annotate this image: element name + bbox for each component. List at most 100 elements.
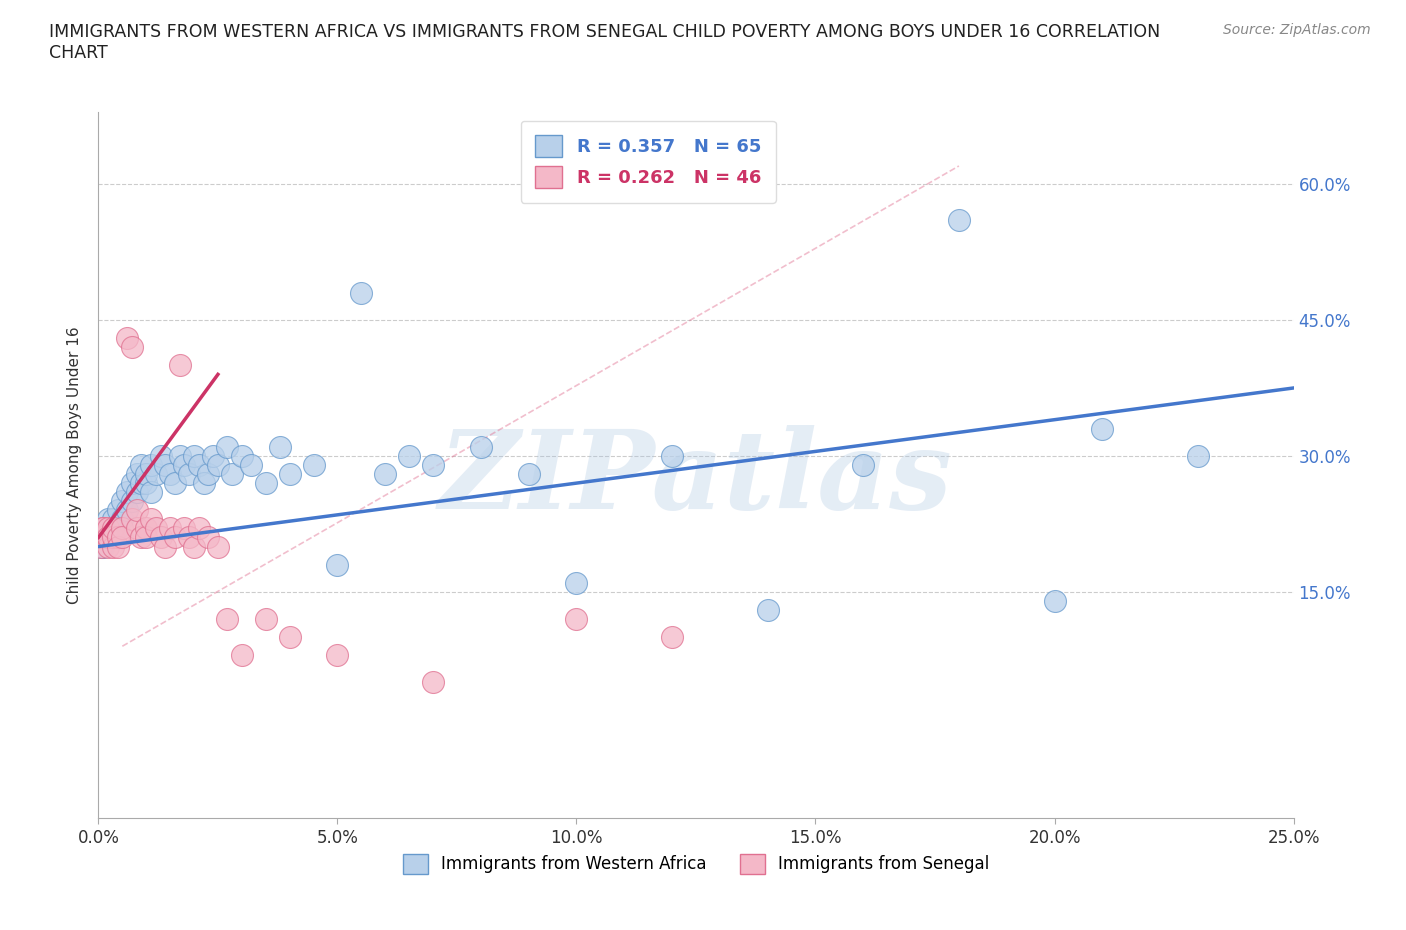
- Point: [135, 530, 157, 545]
- Point: [91, 530, 114, 545]
- Point: [217, 440, 239, 455]
- Point: [101, 530, 124, 545]
- Point: [135, 475, 157, 490]
- Point: [221, 467, 243, 482]
- Point: [517, 467, 540, 482]
- Point: [661, 448, 683, 463]
- Point: [97, 521, 120, 536]
- Point: [111, 494, 134, 509]
- Point: [135, 521, 157, 536]
- Point: [169, 358, 191, 373]
- Point: [111, 530, 134, 545]
- Point: [278, 467, 301, 482]
- Point: [97, 530, 120, 545]
- Point: [183, 539, 205, 554]
- Point: [422, 458, 444, 472]
- Point: [217, 612, 239, 627]
- Point: [90, 530, 112, 545]
- Point: [163, 475, 186, 490]
- Legend: Immigrants from Western Africa, Immigrants from Senegal: Immigrants from Western Africa, Immigran…: [396, 847, 995, 881]
- Point: [101, 539, 124, 554]
- Point: [254, 475, 277, 490]
- Text: IMMIGRANTS FROM WESTERN AFRICA VS IMMIGRANTS FROM SENEGAL CHILD POVERTY AMONG BO: IMMIGRANTS FROM WESTERN AFRICA VS IMMIGR…: [49, 23, 1160, 62]
- Point: [149, 530, 172, 545]
- Y-axis label: Child Poverty Among Boys Under 16: Child Poverty Among Boys Under 16: [67, 326, 83, 604]
- Text: Source: ZipAtlas.com: Source: ZipAtlas.com: [1223, 23, 1371, 37]
- Point: [91, 521, 114, 536]
- Point: [179, 530, 201, 545]
- Point: [756, 603, 779, 618]
- Point: [145, 521, 167, 536]
- Point: [240, 458, 263, 472]
- Point: [115, 503, 138, 518]
- Point: [169, 448, 191, 463]
- Point: [131, 530, 153, 545]
- Point: [179, 467, 201, 482]
- Text: ZIPatlas: ZIPatlas: [439, 425, 953, 533]
- Point: [565, 576, 588, 591]
- Point: [101, 530, 124, 545]
- Point: [121, 475, 143, 490]
- Point: [254, 612, 277, 627]
- Point: [149, 448, 172, 463]
- Point: [422, 675, 444, 690]
- Point: [155, 458, 177, 472]
- Point: [111, 521, 134, 536]
- Point: [97, 530, 120, 545]
- Point: [183, 448, 205, 463]
- Point: [90, 530, 112, 545]
- Point: [97, 512, 120, 526]
- Point: [121, 494, 143, 509]
- Point: [107, 539, 129, 554]
- Point: [326, 648, 349, 663]
- Point: [145, 467, 167, 482]
- Point: [97, 521, 120, 536]
- Point: [131, 475, 153, 490]
- Point: [269, 440, 291, 455]
- Point: [115, 485, 138, 499]
- Point: [193, 475, 215, 490]
- Point: [125, 467, 148, 482]
- Point: [948, 213, 970, 228]
- Point: [89, 530, 111, 545]
- Point: [139, 485, 162, 499]
- Point: [326, 557, 349, 572]
- Point: [1187, 448, 1209, 463]
- Point: [91, 539, 114, 554]
- Point: [207, 458, 229, 472]
- Point: [398, 448, 420, 463]
- Point: [125, 503, 148, 518]
- Point: [202, 448, 225, 463]
- Point: [187, 458, 209, 472]
- Point: [173, 458, 195, 472]
- Point: [852, 458, 875, 472]
- Point: [125, 485, 148, 499]
- Point: [121, 512, 143, 526]
- Point: [101, 512, 124, 526]
- Point: [231, 648, 253, 663]
- Point: [97, 539, 120, 554]
- Point: [187, 521, 209, 536]
- Point: [1043, 593, 1066, 608]
- Point: [661, 630, 683, 644]
- Point: [159, 467, 181, 482]
- Point: [278, 630, 301, 644]
- Point: [121, 339, 143, 354]
- Point: [131, 458, 153, 472]
- Point: [302, 458, 325, 472]
- Point: [111, 512, 134, 526]
- Point: [197, 467, 219, 482]
- Point: [91, 521, 114, 536]
- Point: [107, 503, 129, 518]
- Point: [91, 521, 114, 536]
- Point: [139, 458, 162, 472]
- Point: [135, 467, 157, 482]
- Point: [163, 530, 186, 545]
- Point: [470, 440, 492, 455]
- Point: [90, 539, 112, 554]
- Point: [97, 521, 120, 536]
- Point: [125, 521, 148, 536]
- Point: [101, 521, 124, 536]
- Point: [155, 539, 177, 554]
- Point: [91, 530, 114, 545]
